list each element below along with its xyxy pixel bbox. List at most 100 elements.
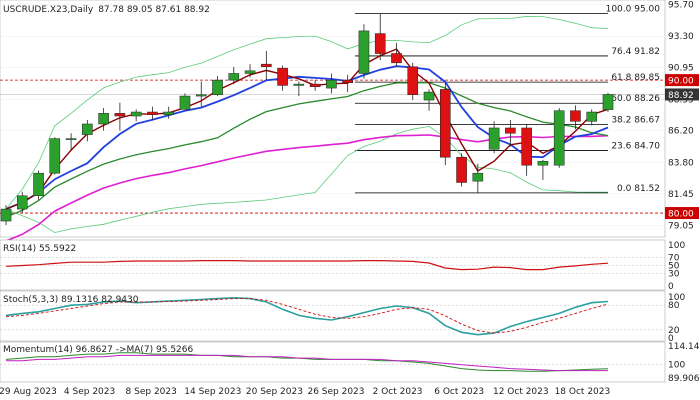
price-tick-label: 81.45 [668,190,694,200]
bullish-candle-body [82,123,93,135]
ma-long-line [5,81,609,218]
candlestick [505,119,516,147]
bullish-candle-body [163,111,174,115]
symbol-label: USCRUDE.X23,Daily 87.78 89.05 87.61 88.92 [3,5,210,15]
candlestick [358,24,370,79]
candlestick [293,81,305,97]
ma-very-long-line [5,134,609,242]
indicator-tick-label: 0 [668,334,674,344]
main-price-panel[interactable]: 100.0 95.00 76.4 91.82 61.8 89.85 50.0 88.2… [0,0,666,242]
bullish-candle-body [326,79,337,89]
bullish-candle-body [472,172,484,182]
date-tick-label: 18 Oct 2023 [555,387,611,397]
fib-level-label: 76.4 91.82 [611,47,660,57]
candlestick [309,80,321,91]
candlestick [423,89,435,111]
candlestick [228,66,240,85]
candlestick [537,159,549,180]
fib-level-label: 100.0 95.00 [606,5,661,15]
candlestick [326,73,337,94]
current-price-tag [665,88,699,101]
bearish-candle-body [570,110,581,122]
candlestick [391,42,402,67]
date-tick-label: 4 Sep 2023 [64,387,115,397]
rsi-line [5,260,609,271]
candlestick [82,119,93,142]
candlestick [114,102,126,131]
bullish-candle-body [423,91,435,101]
candlestick [553,108,565,168]
stoch-k-line [5,296,609,336]
key-level-label: 80.00 [668,210,694,220]
bullish-candle-body [488,127,500,150]
bullish-candle-body [49,138,61,174]
indicator-tick-label: 100 [668,241,685,251]
candlestick [456,153,467,187]
moving-average-lines [5,15,609,242]
price-tick-label: 93.30 [668,32,694,42]
fib-level-label: 50.0 88.26 [611,94,660,104]
indicator-tick-label: 100 [668,361,685,371]
candlestick [163,106,174,119]
stoch-label: Stoch(5,3,3) 89.1316 82.9430 [3,295,139,305]
fib-level-label: 61.8 89.85 [611,73,660,83]
candlestick [521,123,532,176]
stochastic-panel[interactable]: Stoch(5,3,3) 89.1316 82.9430 [0,290,666,342]
bullish-candle-body [228,73,240,81]
bullish-candle-body [179,95,191,110]
bullish-candle-body [0,208,12,222]
candlestick [33,170,44,200]
indicator-tick-label: 0 [668,282,674,292]
bullish-candle-body [293,83,305,86]
indicator-tick-label: 30 [668,270,680,280]
bullish-candle-body [65,138,77,140]
date-axis: 29 Aug 2023 4 Sep 2023 8 Sep 2023 14 Sep 20… [0,387,610,397]
candlestick [147,106,158,120]
bullish-candle-body [33,172,44,197]
bearish-candle-body [521,127,532,166]
candlestick [602,92,614,112]
date-tick-label: 12 Oct 2023 [493,387,549,397]
bearish-candle-body [147,111,158,115]
momentum-panel[interactable]: Momentum(14) 96.8627 ->MA(7) 95.5266 [0,341,666,383]
candlestick [261,50,272,81]
indicator-tick-label: 20 [668,326,680,336]
key-level-label: 90.00 [668,77,694,87]
fib-level-label: 38.2 86.67 [611,115,660,125]
key-level-tag [665,74,699,87]
momentum-ma-line [6,354,608,372]
rsi-panel[interactable]: RSI(14) 55.5922 [0,239,666,291]
bearish-candle-body [440,89,451,158]
indicator-tick-label: 114.1455 [668,342,700,352]
candlestick [195,81,207,107]
candlestick [342,74,353,93]
price-tick-label: 95.70 [668,0,694,10]
candlestick [586,109,598,126]
key-level-tag [665,207,699,220]
price-tick-label: 86.20 [668,127,694,137]
bearish-candle-body [114,113,126,117]
bullish-candle-body [16,195,28,210]
fib-level-label: 0.0 81.52 [617,184,660,194]
bullish-candle-body [195,94,207,97]
bearish-candle-body [407,66,419,95]
stoch-d-line [5,298,609,334]
candlestick [244,64,256,78]
candlesticks [0,13,614,226]
date-tick-label: 8 Sep 2023 [126,387,177,397]
bearish-candle-body [309,83,321,88]
candlestick [49,137,61,175]
bullish-candle-body [553,110,565,166]
bullish-candle-body [358,30,370,74]
date-tick-label: 14 Sep 2023 [184,387,241,397]
price-tick-label: 90.95 [668,63,694,73]
candlestick [0,205,12,226]
current-price-label: 88.92 [668,91,694,101]
price-tick-label: 83.80 [668,159,694,169]
momentum-label: Momentum(14) 96.8627 ->MA(7) 95.5266 [3,345,194,355]
